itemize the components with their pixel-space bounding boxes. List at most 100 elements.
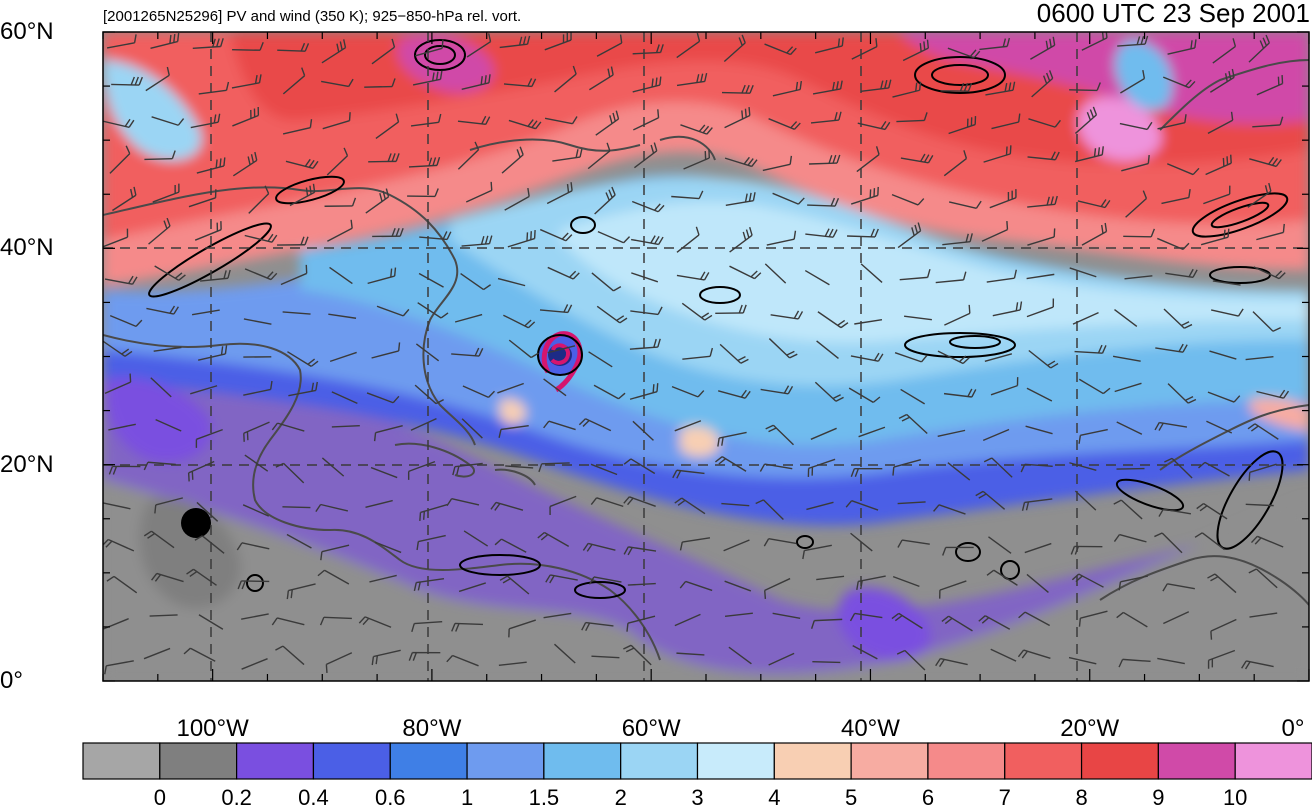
lon-label: 60°W [621,715,681,742]
wind-barb [768,338,798,359]
colorbar-label: 0 [153,785,166,810]
wind-barb [979,37,1011,51]
wind-barb [371,38,396,65]
wind-barb [466,33,492,58]
wind-barb [672,469,705,479]
wind-barb [460,272,491,291]
wind-barb [148,217,171,245]
wind-barb [150,32,180,50]
wind-barb [1194,532,1225,551]
wind-barb [408,651,441,661]
wind-barb [410,113,442,127]
wind-barb [897,539,930,548]
wind-barb [372,227,404,238]
wind-barb [503,78,537,88]
wind-barb [935,271,967,284]
colorbar-box [389,742,468,780]
wind-barb [590,497,624,508]
wind-barb [554,65,577,93]
wind-barb [154,265,186,281]
wind-barb [546,182,573,205]
wind-barb [1027,228,1056,246]
wind-barb [145,66,170,92]
wind-barb [1078,378,1111,395]
wind-barb [896,649,926,671]
wind-barb [416,534,446,551]
wind-barb [457,115,491,125]
wind-barb [549,495,577,515]
wind-barb [892,575,920,588]
wind-barb [408,157,441,168]
lon-label: 100°W [176,715,249,742]
wind-barb [723,539,750,552]
vorticity-contours [148,39,1289,599]
wind-barb [986,569,1018,586]
lon-label: 40°W [840,715,900,742]
wind-barb [1209,68,1235,93]
wind-barb [271,617,305,626]
colorbar-box [236,742,315,780]
wind-barb [812,80,843,95]
wind-barb [1120,70,1146,94]
wind-barb [892,81,922,98]
wind-barb [724,612,753,618]
wind-barb [1114,309,1138,328]
wind-barb [106,34,137,49]
wind-barb [1166,163,1200,176]
wind-barb [978,615,1011,630]
wind-barb [807,458,836,477]
wind-barb [623,458,656,475]
wind-barb [1017,649,1051,659]
lat-label: 20°N [0,450,54,478]
wind-barb [1200,228,1230,246]
wind-barb [1026,573,1049,593]
colorbar-label: 0.2 [221,785,252,810]
wind-barb [1069,267,1097,278]
wind-barb [277,42,310,52]
wind-barb [508,119,542,130]
wind-barb [1112,355,1141,362]
wind-barb [933,504,966,515]
wind-barb [723,34,746,63]
wind-barb [630,235,664,246]
wind-barb [1209,350,1237,360]
wind-barb [947,47,981,59]
wind-barb [328,313,357,319]
wind-barb [1207,573,1237,594]
wind-barb [547,266,580,280]
wind-barb [802,544,832,560]
wind-barb [1256,389,1290,399]
wind-barb [578,418,612,432]
wind-barb [1069,462,1097,471]
wind-barb [850,352,884,362]
colorbar-label: 0.6 [374,785,406,810]
wind-barb [1212,280,1241,286]
wind-barb [374,541,402,554]
wind-barb [243,380,273,396]
wind-barb [629,338,661,350]
wind-barb [1248,463,1277,481]
wind-barb [679,537,711,551]
wind-barb [414,384,444,405]
wind-barb [1081,222,1108,246]
wind-barb [851,38,878,60]
wind-barb [724,106,751,129]
wind-barb [897,501,926,505]
colorbar-box [312,742,391,780]
wind-barb [717,431,747,447]
wind-barb [990,377,1019,396]
plot-title: [2001265N25296] PV and wind (350 K); 925… [103,8,522,25]
wind-barb [367,267,397,285]
wind-barb [1068,656,1097,665]
wind-barb [817,311,849,329]
wind-barb [103,502,131,510]
wind-barb [153,346,182,352]
colorbar-label: 1 [460,785,474,810]
wind-barb [1026,298,1055,318]
lat-label: 60°N [0,18,54,45]
wind-barb [1164,457,1193,479]
wind-barb [1167,383,1197,404]
wind-barb [358,616,392,628]
wind-barb [321,457,345,477]
